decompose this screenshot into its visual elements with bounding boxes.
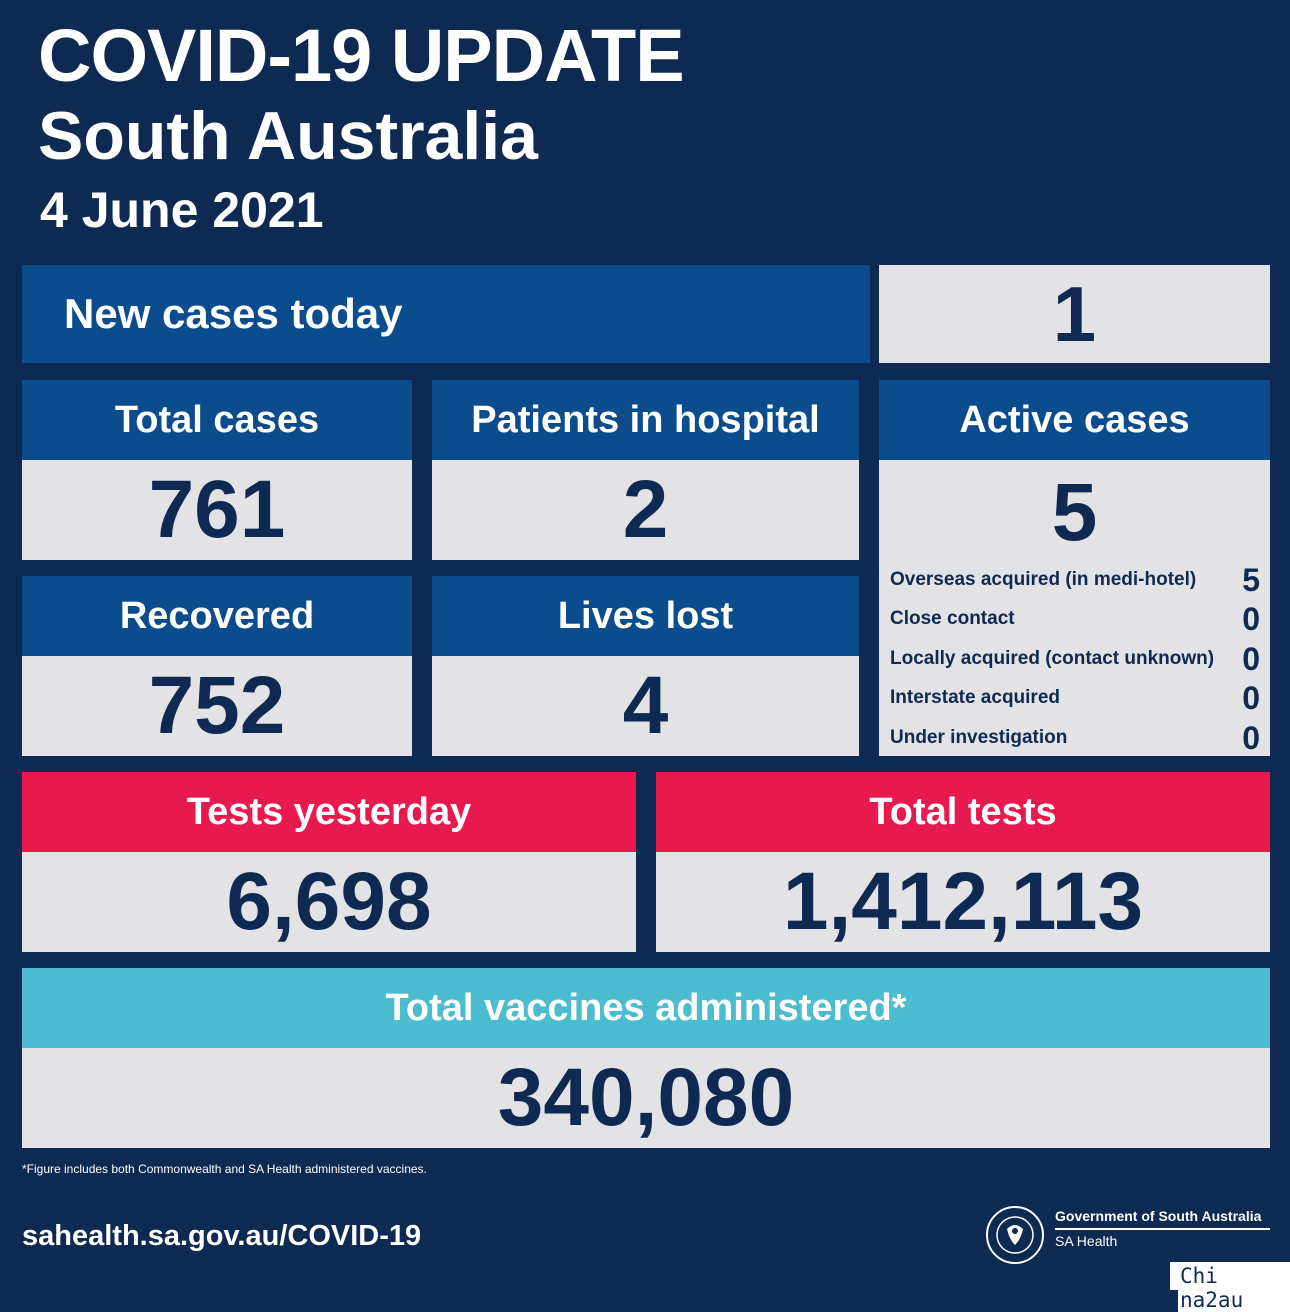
breakdown-value: 0 bbox=[1242, 679, 1260, 716]
active-cases-panel: 5 bbox=[879, 460, 1270, 756]
vaccines-label: Total vaccines administered* bbox=[385, 986, 907, 1029]
total-cases-header: Total cases bbox=[22, 380, 412, 460]
total-cases-value: 761 bbox=[148, 464, 286, 555]
hospital-value: 2 bbox=[622, 464, 669, 555]
lives-lost-label: Lives lost bbox=[557, 594, 734, 637]
breakdown-value: 5 bbox=[1242, 561, 1260, 598]
website-link[interactable]: sahealth.sa.gov.au/COVID-19 bbox=[22, 1220, 422, 1252]
breakdown-row-interstate: Interstate acquired 0 bbox=[890, 680, 1260, 716]
total-tests-value-panel: 1,412,113 bbox=[656, 852, 1270, 952]
total-tests-value: 1,412,113 bbox=[782, 856, 1144, 947]
vaccines-value-panel: 340,080 bbox=[22, 1048, 1270, 1148]
lives-lost-header: Lives lost bbox=[432, 576, 859, 656]
watermark: Chi na2au bbox=[1178, 1264, 1290, 1312]
hospital-header: Patients in hospital bbox=[432, 380, 859, 460]
new-cases-header: New cases today bbox=[22, 265, 870, 363]
breakdown-row-under-investigation: Under investigation 0 bbox=[890, 720, 1260, 756]
breakdown-label: Interstate acquired bbox=[890, 687, 1060, 708]
new-cases-value: 1 bbox=[1052, 269, 1097, 358]
breakdown-label: Locally acquired (contact unknown) bbox=[890, 648, 1215, 669]
tests-yesterday-value-panel: 6,698 bbox=[22, 852, 636, 952]
lives-lost-value-panel: 4 bbox=[432, 656, 859, 756]
hospital-label: Patients in hospital bbox=[471, 398, 820, 441]
recovered-value-panel: 752 bbox=[22, 656, 412, 756]
tests-yesterday-label: Tests yesterday bbox=[186, 790, 472, 833]
sa-government-seal-icon bbox=[985, 1205, 1045, 1265]
recovered-label: Recovered bbox=[119, 594, 315, 637]
vaccines-header: Total vaccines administered* bbox=[22, 968, 1270, 1048]
tests-yesterday-header: Tests yesterday bbox=[22, 772, 636, 852]
breakdown-value: 0 bbox=[1242, 640, 1260, 677]
page-title: COVID-19 UPDATE bbox=[38, 14, 685, 97]
breakdown-label: Overseas acquired (in medi-hotel) bbox=[890, 569, 1197, 590]
active-cases-header: Active cases bbox=[879, 380, 1270, 460]
hospital-value-panel: 2 bbox=[432, 460, 859, 560]
total-tests-header: Total tests bbox=[656, 772, 1270, 852]
government-name: Government of South Australia bbox=[1055, 1208, 1262, 1224]
breakdown-label: Close contact bbox=[890, 608, 1015, 629]
recovered-header: Recovered bbox=[22, 576, 412, 656]
breakdown-value: 0 bbox=[1242, 719, 1260, 756]
breakdown-row-locally-acquired: Locally acquired (contact unknown) 0 bbox=[890, 641, 1260, 677]
breakdown-row-close-contact: Close contact 0 bbox=[890, 601, 1260, 637]
breakdown-label: Under investigation bbox=[890, 727, 1068, 748]
recovered-value: 752 bbox=[148, 660, 286, 751]
breakdown-value: 0 bbox=[1242, 600, 1260, 637]
vaccine-footnote: *Figure includes both Commonwealth and S… bbox=[22, 1162, 427, 1176]
department-name: SA Health bbox=[1055, 1233, 1118, 1249]
lives-lost-value: 4 bbox=[622, 660, 669, 751]
tests-yesterday-value: 6,698 bbox=[226, 856, 432, 947]
vaccines-value: 340,080 bbox=[497, 1052, 795, 1143]
total-cases-label: Total cases bbox=[114, 398, 320, 441]
new-cases-label: New cases today bbox=[64, 290, 403, 337]
active-cases-value: 5 bbox=[1051, 467, 1098, 558]
total-cases-value-panel: 761 bbox=[22, 460, 412, 560]
active-cases-label: Active cases bbox=[959, 398, 1190, 441]
footer-divider bbox=[1055, 1228, 1270, 1230]
total-tests-label: Total tests bbox=[869, 790, 1057, 833]
update-date: 4 June 2021 bbox=[40, 182, 324, 238]
breakdown-row-overseas: Overseas acquired (in medi-hotel) 5 bbox=[890, 562, 1260, 598]
region-title: South Australia bbox=[38, 98, 538, 174]
new-cases-value-panel: 1 bbox=[879, 265, 1270, 363]
